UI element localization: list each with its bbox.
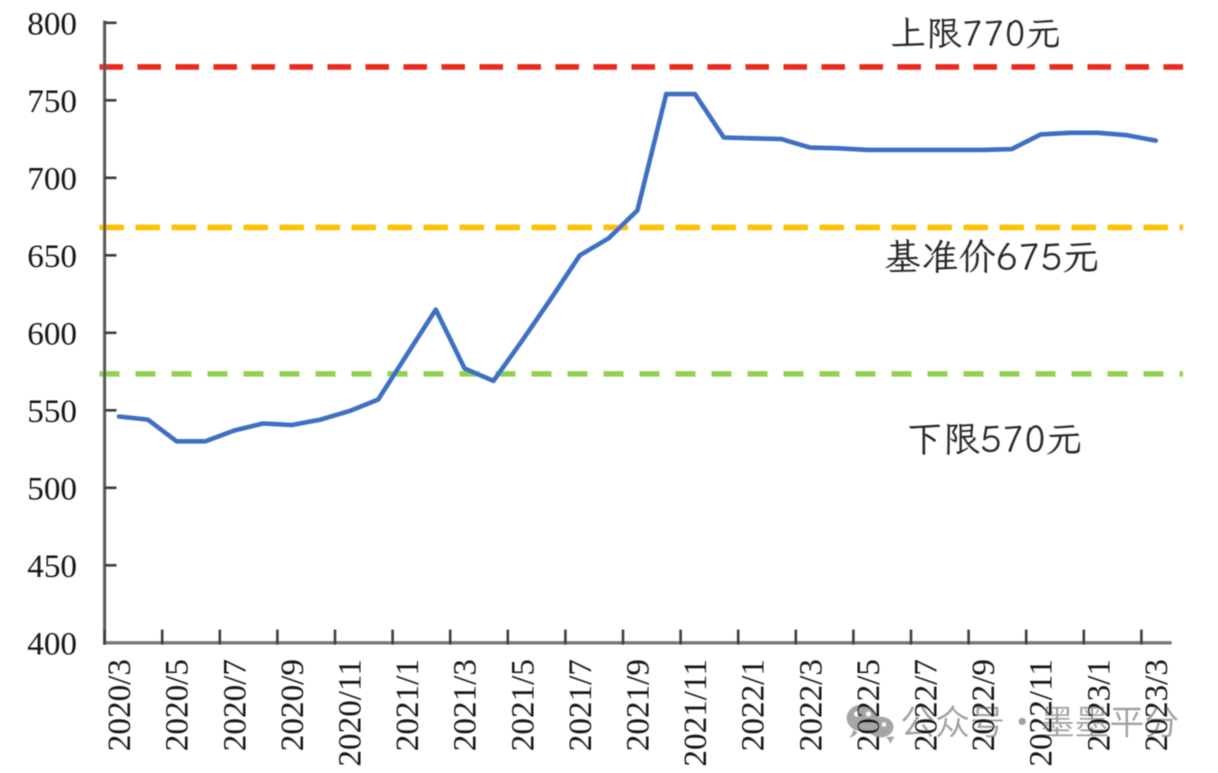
y-tick-label: 700 (27, 160, 77, 197)
x-tick-label: 2022/1 (735, 659, 772, 751)
x-tick-label: 2023/1 (1080, 659, 1117, 751)
x-tick-label: 2022/9 (965, 659, 1002, 751)
x-tick-label: 2021/5 (504, 659, 541, 751)
x-axis: 2020/3 2020/5 2020/7 2020/9 2020/11 2021/1 202… (101, 629, 1175, 767)
x-tick-label: 2020/7 (216, 659, 253, 751)
x-tick-label: 2020/9 (274, 659, 311, 751)
x-tick-label: 2021/11 (677, 659, 714, 767)
y-tick-label: 500 (27, 470, 77, 507)
price-line (116, 91, 1159, 444)
reference-lines (99, 64, 1183, 377)
x-tick-label: 2022/11 (1023, 659, 1060, 767)
x-tick-label: 2020/3 (101, 659, 138, 751)
upper-limit-label-glyphs (892, 17, 1059, 49)
y-tick-label: 550 (27, 393, 77, 430)
y-tick-label: 800 (27, 5, 77, 42)
x-tick-label: 2023/3 (1138, 659, 1175, 751)
x-tick-label: 2021/3 (447, 659, 484, 751)
x-tick-label: 2022/3 (792, 659, 829, 751)
x-tick-label: 2021/1 (389, 659, 426, 751)
x-tick-label: 2020/5 (159, 659, 196, 751)
lower-limit-label-glyphs (909, 423, 1080, 455)
x-tick-label: 2022/7 (908, 659, 945, 751)
y-tick-label: 650 (27, 238, 77, 275)
reference-line-labels (885, 17, 1097, 455)
chat-bubbles-icon (846, 704, 895, 744)
price-line-series (116, 91, 1159, 444)
watermark (846, 704, 1178, 744)
y-tick-label: 600 (27, 315, 77, 352)
y-tick-label: 750 (27, 83, 77, 120)
y-axis: 400 450 500 550 600 650 700 750 800 (27, 5, 117, 662)
x-tick-label: 2021/7 (562, 659, 599, 751)
x-tick-label: 2020/11 (332, 659, 369, 767)
x-tick-label: 2021/9 (620, 659, 657, 751)
y-tick-label: 450 (27, 548, 77, 585)
watermark-text-glyphs (902, 705, 1178, 738)
x-tick-label: 2022/5 (850, 659, 887, 751)
y-tick-label: 400 (27, 625, 77, 662)
base-price-label-glyphs (885, 238, 1097, 274)
